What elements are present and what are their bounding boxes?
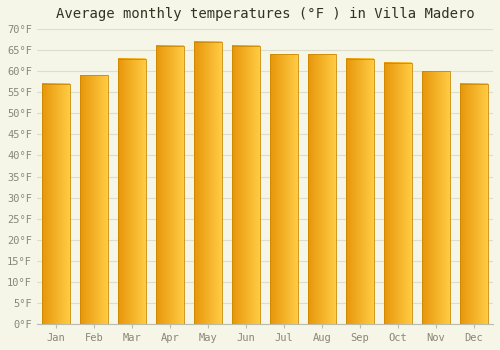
- Bar: [384, 63, 411, 324]
- Bar: [118, 58, 146, 324]
- Title: Average monthly temperatures (°F ) in Villa Madero: Average monthly temperatures (°F ) in Vi…: [56, 7, 474, 21]
- Bar: [232, 46, 260, 324]
- Bar: [460, 84, 487, 324]
- Bar: [80, 75, 108, 324]
- Bar: [308, 54, 336, 324]
- Bar: [422, 71, 450, 324]
- Bar: [42, 84, 70, 324]
- Bar: [270, 54, 297, 324]
- Bar: [156, 46, 184, 324]
- Bar: [346, 58, 374, 324]
- Bar: [194, 42, 222, 324]
